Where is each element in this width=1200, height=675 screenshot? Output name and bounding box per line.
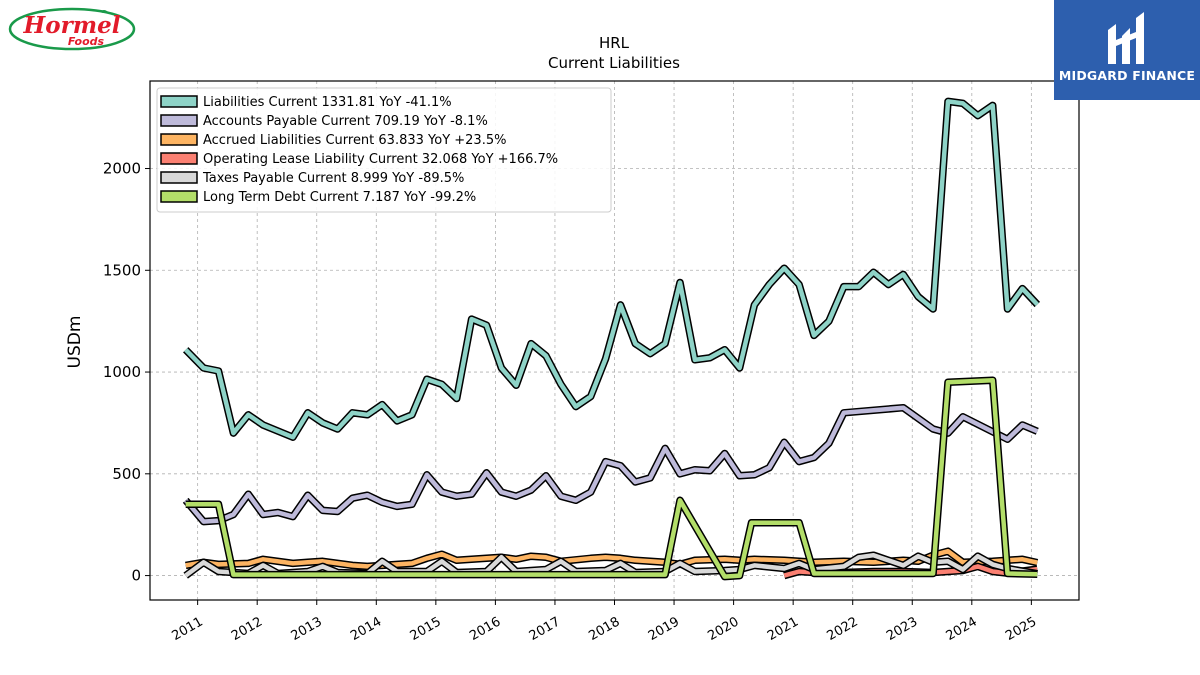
midgard-finance-text: MIDGARD FINANCE bbox=[1058, 68, 1196, 83]
legend-box bbox=[156, 87, 612, 213]
x-tick-label: 2018 bbox=[586, 614, 622, 644]
x-tick-label: 2012 bbox=[229, 614, 265, 644]
x-tick-label: 2016 bbox=[467, 614, 503, 644]
hormel-sub-text: Foods bbox=[68, 35, 105, 48]
x-tick-label: 2025 bbox=[1003, 614, 1039, 644]
hormel-foods-logo: Hormel Foods bbox=[8, 6, 136, 52]
x-tick-label: 2015 bbox=[408, 614, 444, 644]
chart-series bbox=[182, 97, 1041, 581]
y-axis: 0 500 1000 1500 2000 bbox=[103, 160, 150, 585]
chart-subtitle: Current Liabilities bbox=[548, 54, 680, 72]
y-tick-label: 1000 bbox=[103, 363, 141, 381]
legend-swatch bbox=[160, 171, 198, 184]
legend-swatch bbox=[160, 114, 198, 127]
midgard-finance-logo: MIDGARD FINANCE bbox=[1054, 0, 1200, 100]
legend-entry: Accrued Liabilities Current 63.833 YoY +… bbox=[203, 133, 506, 148]
y-tick-label: 500 bbox=[112, 465, 141, 483]
x-tick-label: 2013 bbox=[289, 614, 325, 644]
hormel-brand-text: Hormel bbox=[23, 12, 121, 39]
chart-grid bbox=[150, 81, 1079, 600]
y-tick-label: 1500 bbox=[103, 261, 141, 279]
x-tick-label: 2021 bbox=[765, 614, 801, 644]
y-tick-label: 0 bbox=[131, 567, 141, 585]
legend-swatch bbox=[160, 133, 198, 146]
x-tick-label: 2017 bbox=[527, 614, 563, 644]
x-tick-label: 2022 bbox=[825, 614, 861, 644]
legend-entry: Taxes Payable Current 8.999 YoY -89.5% bbox=[202, 171, 464, 186]
legend-swatch bbox=[160, 190, 198, 203]
y-axis-label: USDm bbox=[65, 316, 85, 369]
legend-entry: Accounts Payable Current 709.19 YoY -8.1… bbox=[203, 114, 488, 129]
series-line bbox=[183, 405, 1039, 524]
y-tick-label: 2000 bbox=[103, 160, 141, 178]
x-axis: 2011 2012 2013 2014 2015 2016 2017 2018 2019 2020… bbox=[169, 600, 1039, 644]
legend-swatch bbox=[160, 95, 198, 108]
x-tick-label: 2020 bbox=[705, 614, 741, 644]
series-line bbox=[184, 99, 1039, 440]
legend-entry: Long Term Debt Current 7.187 YoY -99.2% bbox=[203, 190, 476, 205]
series-line bbox=[184, 552, 1038, 578]
legend-entry: Liabilities Current 1331.81 YoY -41.1% bbox=[203, 95, 452, 110]
midgard-mark-icon bbox=[1108, 12, 1144, 64]
x-tick-label: 2019 bbox=[646, 614, 682, 644]
x-tick-label: 2023 bbox=[884, 614, 920, 644]
x-tick-label: 2024 bbox=[944, 614, 980, 644]
legend: Liabilities Current 1331.81 YoY -41.1% Ac… bbox=[156, 87, 612, 213]
series-line bbox=[185, 377, 1038, 579]
x-tick-label: 2011 bbox=[169, 614, 205, 644]
chart-title: HRL bbox=[599, 34, 630, 52]
legend-entry: Operating Lease Liability Current 32.068… bbox=[203, 152, 558, 167]
x-tick-label: 2014 bbox=[348, 614, 384, 644]
legend-swatch bbox=[160, 152, 198, 165]
